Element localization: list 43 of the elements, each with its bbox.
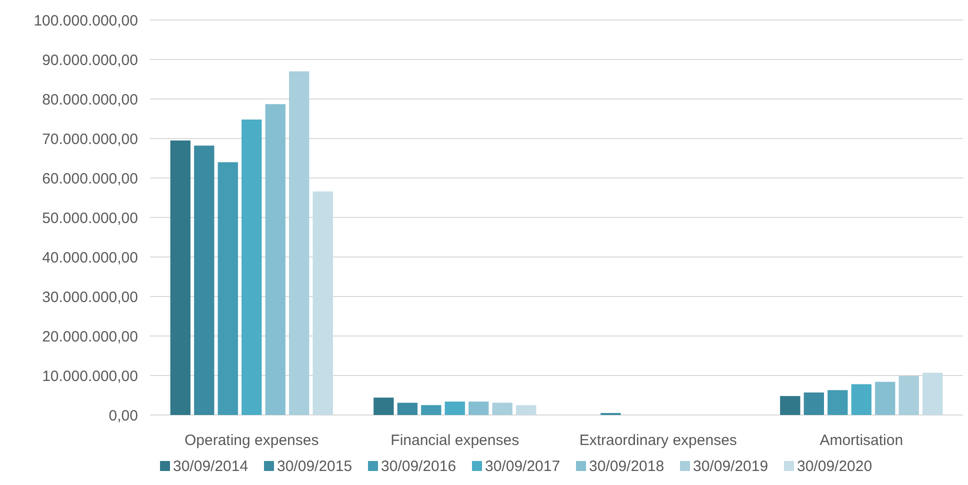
bar — [492, 402, 512, 415]
y-tick-label: 100.000.000,00 — [34, 12, 138, 30]
legend-label: 30/09/2019 — [693, 458, 768, 475]
bar — [289, 71, 310, 415]
y-tick-label: 40.000.000,00 — [42, 249, 138, 266]
bar — [374, 398, 394, 415]
legend-label: 30/09/2017 — [485, 458, 560, 475]
legend-label: 30/09/2015 — [277, 458, 352, 475]
bar — [170, 140, 190, 415]
bar — [516, 405, 536, 415]
legend-label: 30/09/2018 — [589, 458, 664, 475]
x-tick-label: Financial expenses — [390, 432, 520, 449]
legend-label: 30/09/2014 — [173, 458, 248, 475]
bar — [265, 104, 286, 415]
y-tick-label: 20.000.000,00 — [42, 328, 138, 346]
bar — [218, 162, 238, 415]
x-tick-label: Amortisation — [820, 432, 904, 449]
y-tick-label: 60.000.000,00 — [42, 170, 138, 188]
y-tick-label: 70.000.000,00 — [42, 130, 138, 148]
legend-label: 30/09/2016 — [381, 458, 456, 475]
bar — [444, 402, 465, 415]
bar — [804, 392, 824, 415]
bar — [397, 402, 418, 415]
bar — [828, 390, 848, 415]
bar — [421, 405, 442, 415]
bar — [194, 146, 214, 415]
y-tick-label: 50.000.000,00 — [42, 210, 138, 227]
y-tick-label: 80.000.000,00 — [42, 91, 138, 108]
bar — [312, 191, 333, 415]
y-tick-label: 0,00 — [108, 407, 138, 424]
bar — [780, 396, 800, 415]
x-tick-label: Extraordinary expenses — [579, 432, 737, 449]
y-tick-label: 30.000.000,00 — [42, 288, 138, 306]
y-tick-label: 10.000.000,00 — [42, 368, 138, 385]
bar — [851, 384, 872, 415]
x-tick-label: Operating expenses — [184, 432, 319, 449]
bar — [898, 376, 919, 415]
y-tick-label: 90.000.000,00 — [42, 52, 138, 69]
bar — [468, 402, 489, 415]
bar — [922, 372, 943, 415]
bar — [875, 382, 896, 415]
legend-label: 30/09/2020 — [797, 458, 872, 475]
bar — [242, 120, 262, 415]
